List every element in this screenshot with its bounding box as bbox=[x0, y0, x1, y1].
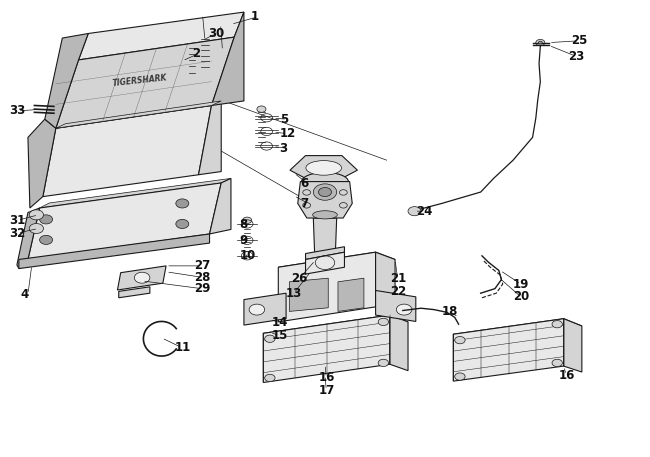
Polygon shape bbox=[290, 155, 358, 178]
Circle shape bbox=[318, 187, 332, 197]
Text: 12: 12 bbox=[280, 127, 296, 140]
Text: 7: 7 bbox=[300, 197, 309, 210]
Text: 8: 8 bbox=[239, 218, 248, 231]
Text: 22: 22 bbox=[390, 285, 406, 298]
Text: 11: 11 bbox=[174, 341, 190, 354]
Circle shape bbox=[303, 190, 311, 195]
Polygon shape bbox=[278, 252, 376, 322]
Text: 23: 23 bbox=[568, 50, 584, 63]
Circle shape bbox=[538, 41, 542, 44]
Circle shape bbox=[265, 335, 275, 342]
Polygon shape bbox=[19, 234, 209, 269]
Polygon shape bbox=[454, 319, 564, 381]
Text: 21: 21 bbox=[390, 272, 406, 285]
Polygon shape bbox=[56, 101, 221, 128]
Text: 16: 16 bbox=[318, 372, 335, 384]
Polygon shape bbox=[289, 278, 328, 311]
Text: 33: 33 bbox=[9, 105, 25, 117]
Polygon shape bbox=[28, 183, 221, 260]
Polygon shape bbox=[338, 278, 364, 311]
Circle shape bbox=[176, 219, 188, 228]
Polygon shape bbox=[211, 12, 244, 106]
Polygon shape bbox=[244, 293, 286, 325]
Text: 10: 10 bbox=[239, 250, 255, 262]
Text: 31: 31 bbox=[9, 214, 25, 227]
Polygon shape bbox=[454, 319, 582, 341]
Circle shape bbox=[29, 210, 44, 220]
Text: 6: 6 bbox=[300, 177, 309, 191]
Text: 27: 27 bbox=[194, 260, 210, 272]
Circle shape bbox=[265, 374, 275, 382]
Polygon shape bbox=[376, 252, 395, 314]
Text: 18: 18 bbox=[442, 305, 458, 318]
Polygon shape bbox=[313, 218, 337, 254]
Polygon shape bbox=[263, 315, 390, 383]
Text: 14: 14 bbox=[272, 316, 288, 329]
Circle shape bbox=[552, 359, 562, 367]
Text: 32: 32 bbox=[9, 227, 25, 239]
Circle shape bbox=[40, 215, 53, 224]
Text: 17: 17 bbox=[318, 384, 335, 397]
Circle shape bbox=[378, 359, 389, 367]
Circle shape bbox=[313, 184, 337, 200]
Polygon shape bbox=[43, 106, 211, 197]
Text: 25: 25 bbox=[571, 34, 588, 47]
Polygon shape bbox=[306, 247, 345, 260]
Text: 30: 30 bbox=[208, 27, 224, 40]
Text: 1: 1 bbox=[250, 10, 259, 23]
Polygon shape bbox=[79, 12, 244, 60]
Polygon shape bbox=[278, 252, 395, 275]
Text: 2: 2 bbox=[192, 47, 200, 59]
Polygon shape bbox=[298, 181, 352, 218]
Polygon shape bbox=[564, 319, 582, 372]
Circle shape bbox=[29, 223, 44, 234]
Text: 19: 19 bbox=[513, 277, 530, 291]
Text: 24: 24 bbox=[416, 205, 432, 218]
Ellipse shape bbox=[313, 211, 337, 219]
Polygon shape bbox=[40, 178, 231, 208]
Polygon shape bbox=[376, 291, 416, 321]
Circle shape bbox=[455, 373, 465, 380]
Polygon shape bbox=[306, 252, 345, 274]
Polygon shape bbox=[198, 101, 221, 175]
Polygon shape bbox=[118, 266, 166, 290]
Polygon shape bbox=[390, 315, 408, 371]
Text: 9: 9 bbox=[239, 234, 248, 247]
Circle shape bbox=[176, 199, 188, 208]
Text: 3: 3 bbox=[280, 142, 288, 155]
Polygon shape bbox=[263, 315, 408, 340]
Text: 4: 4 bbox=[20, 287, 29, 301]
Circle shape bbox=[249, 304, 265, 315]
Circle shape bbox=[40, 235, 53, 244]
Text: TIGERSHARK: TIGERSHARK bbox=[112, 73, 168, 88]
Polygon shape bbox=[209, 178, 231, 234]
Circle shape bbox=[396, 304, 412, 315]
Circle shape bbox=[455, 336, 465, 344]
Text: 16: 16 bbox=[558, 369, 575, 382]
Text: 26: 26 bbox=[291, 272, 307, 285]
Circle shape bbox=[135, 272, 150, 283]
Circle shape bbox=[339, 202, 347, 208]
Circle shape bbox=[536, 39, 545, 46]
Polygon shape bbox=[45, 33, 88, 128]
Circle shape bbox=[552, 320, 562, 328]
Polygon shape bbox=[17, 208, 40, 269]
Polygon shape bbox=[119, 287, 150, 298]
Circle shape bbox=[303, 202, 311, 208]
Text: 5: 5 bbox=[280, 113, 288, 126]
Circle shape bbox=[378, 318, 389, 325]
Ellipse shape bbox=[302, 172, 348, 191]
Ellipse shape bbox=[306, 160, 341, 175]
Polygon shape bbox=[28, 119, 56, 208]
Circle shape bbox=[242, 217, 252, 223]
Text: 15: 15 bbox=[272, 329, 288, 342]
Text: 20: 20 bbox=[513, 290, 529, 303]
Circle shape bbox=[408, 207, 421, 216]
Text: 28: 28 bbox=[194, 271, 211, 284]
Polygon shape bbox=[56, 37, 234, 128]
Text: 29: 29 bbox=[194, 282, 211, 295]
Circle shape bbox=[339, 190, 347, 195]
Text: 13: 13 bbox=[286, 287, 302, 300]
Circle shape bbox=[257, 106, 266, 112]
